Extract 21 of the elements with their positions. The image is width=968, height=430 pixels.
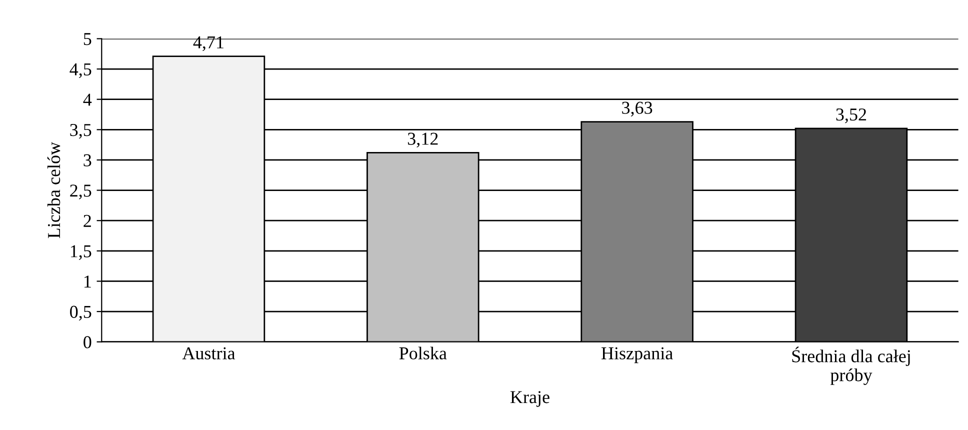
data-label: 3,63 xyxy=(622,102,652,117)
x-tick-label: Polska xyxy=(399,346,447,360)
data-label: 4,71 xyxy=(193,36,224,52)
y-tick-label: 2 xyxy=(84,214,91,227)
x-tick-label: Austria xyxy=(182,347,236,360)
y-tick-label: 0 xyxy=(84,336,92,348)
y-tick-label: 4 xyxy=(83,94,92,106)
y-tick-label: 0,5 xyxy=(70,306,92,321)
data-label: 3,12 xyxy=(408,132,438,148)
y-tick-label: 3 xyxy=(84,154,92,166)
y-axis-title: Liczba celów xyxy=(47,142,60,238)
y-tick-label: 2,5 xyxy=(70,184,92,200)
x-tick-label: Średnia dla całej próby xyxy=(792,346,910,385)
y-tick-label: 1 xyxy=(84,276,91,288)
x-axis-title: Kraje xyxy=(510,391,550,407)
y-tick-label: 1,5 xyxy=(70,245,92,260)
x-tick-label: Hiszpania xyxy=(601,347,673,364)
y-tick-label: 5 xyxy=(84,33,92,46)
y-tick-label: 4,5 xyxy=(70,63,92,78)
y-tick-label: 3,5 xyxy=(70,124,92,139)
data-label: 3,52 xyxy=(836,108,866,124)
